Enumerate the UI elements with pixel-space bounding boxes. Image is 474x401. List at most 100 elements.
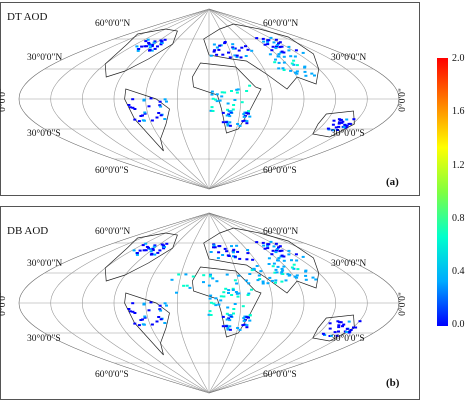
aod-pixel [238,124,242,127]
aod-pixel [158,304,162,307]
aod-pixel [246,294,250,296]
aod-pixel [243,111,247,114]
aod-pixel [149,97,153,100]
aod-pixel [230,294,234,296]
panel-title: DT AOD [7,11,48,23]
aod-pixel [209,273,212,276]
aod-pixel [221,315,225,318]
aod-pixel [127,308,131,310]
aod-pixel [326,127,330,130]
aod-pixel [145,45,149,48]
coastline [203,227,320,294]
aod-pixel [248,115,252,118]
aod-pixel [242,115,246,118]
aod-pixel [243,315,247,318]
aod-pixel [277,246,280,249]
aod-pixel [212,43,216,46]
aod-pixel [292,63,296,66]
aod-pixel [245,258,249,261]
aod-pixel [212,302,216,305]
aod-pixel [352,326,355,329]
aod-pixel [133,118,137,121]
aod-pixel [341,120,345,123]
aod-pixel [245,112,249,115]
aod-pixel [304,269,308,272]
aod-pixel [185,284,189,287]
aod-retrievals-dt [127,36,356,132]
aod-pixel [341,325,344,328]
aod-pixel [340,121,344,124]
aod-pixel [212,244,216,247]
aod-pixel [143,316,147,319]
aod-pixel [284,279,288,282]
aod-pixel [143,111,147,114]
aod-pixel [276,55,280,58]
aod-pixel [276,259,279,262]
aod-pixel [266,247,270,250]
aod-pixel [282,61,286,64]
aod-pixel [208,310,212,313]
aod-pixel [150,45,154,48]
aod-pixel [227,289,231,292]
aod-pixel [280,50,284,53]
aod-pixel [235,292,239,295]
aod-pixel [217,245,221,248]
lat-label-60n-left: 60°0'0"N [95,227,131,237]
aod-pixel [230,245,233,248]
aod-pixel [219,295,223,298]
aod-pixel [231,251,235,254]
aod-pixel [267,263,271,265]
aod-pixel [335,334,339,337]
aod-pixel [147,246,150,249]
aod-pixel [215,46,219,49]
aod-pixel [241,120,245,123]
aod-pixel [266,40,270,43]
aod-pixel [213,246,217,249]
aod-pixel [294,253,298,256]
aod-pixel [224,287,228,290]
aod-pixel [235,56,239,58]
aod-pixel [337,122,341,125]
lat-label-60n-right: 60°0'0"N [263,19,299,29]
aod-pixel [337,326,341,329]
aod-pixel [282,51,286,54]
aod-pixel [338,321,342,324]
aod-pixel [277,42,280,45]
aod-pixel [224,121,228,124]
aod-pixel [226,108,230,111]
aod-pixel [231,43,235,46]
aod-pixel [147,42,151,45]
aod-pixel [248,273,252,275]
aod-pixel [231,289,235,291]
aod-pixel [234,291,238,293]
aod-pixel [162,244,166,247]
aod-pixel [293,275,297,278]
lat-label-60s-left: 60°0'0"S [95,166,129,176]
aod-pixel [158,104,162,107]
aod-pixel [287,49,291,52]
aod-pixel [232,104,236,106]
aod-pixel [235,244,239,247]
aod-pixel [142,302,146,305]
aod-pixel [275,248,279,250]
aod-pixel [237,292,241,295]
aod-pixel [142,98,146,101]
aod-pixel [255,37,259,40]
aod-pixel [144,249,148,252]
aod-pixel [287,253,291,256]
aod-pixel [227,110,231,113]
aod-pixel [163,322,167,324]
aod-pixel [213,49,217,52]
aod-pixel [146,38,150,41]
aod-pixel [149,301,153,304]
aod-pixel [352,118,356,121]
aod-pixel [148,48,152,51]
aod-pixel [303,65,307,68]
aod-pixel [345,124,349,127]
aod-pixel [274,279,278,282]
aod-pixel [137,48,141,50]
aod-pixel [259,270,263,273]
aod-pixel [229,315,233,318]
colorbar-tick-0-4: 0.4 [452,266,465,277]
colorbar-tick-0-0: 0.0 [452,319,465,330]
